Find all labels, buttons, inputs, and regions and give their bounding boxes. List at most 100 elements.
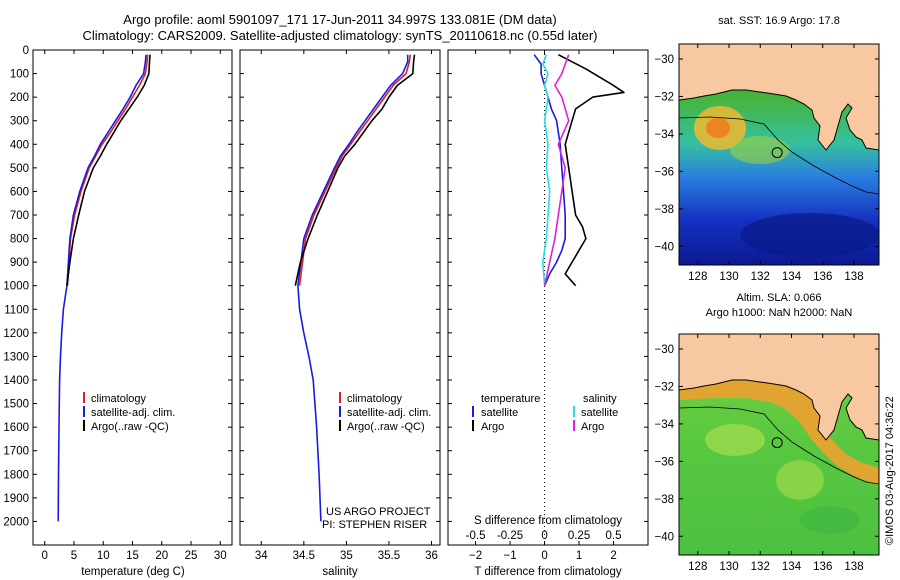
y-tick-label: 800 [10,234,29,246]
sst-map-axes: 128 130 132 134 136 138 −30 −32 −34 −36 −38 −40 [654,44,879,283]
series-climatology [66,54,149,286]
legend-label-argo: Argo(..raw -QC) [91,421,169,433]
lon-tick-label: 134 [782,271,802,283]
difference-legend: temperature satellite Argo salinity sate… [472,393,618,433]
series-salinity-argo [543,54,570,286]
sst-map-title: sat. SST: 16.9 Argo: 17.8 [718,15,840,27]
s-tick-label: -0.5 [466,530,486,542]
legend-group-title-salinity: salinity [583,393,617,405]
y-tick-label: 0 [23,45,29,57]
sla-shelf-contour [679,406,879,485]
x-tick-label: 15 [126,550,139,562]
lat-tick-label: −38 [654,494,674,506]
y-tick-label: 1700 [3,446,29,458]
s-tick-label: 0.5 [606,530,622,542]
legend-label-climatology: climatology [91,393,147,405]
lat-tick-label: −30 [654,54,674,66]
copyright-caption: ©IMOS 03-Aug-2017 04:36:22 [884,396,896,545]
salinity-panel-frame [239,49,441,546]
temperature-xlabel: temperature (deg C) [81,566,185,578]
y-tick-label: 500 [10,163,29,175]
x-tick-label: 25 [185,550,198,562]
lon-tick-label: 136 [813,561,832,573]
series-temperature-satellite [533,54,567,287]
y-tick-label: 700 [10,210,29,222]
y-tick-label: 1500 [3,399,29,411]
sla-map-title-1: Altim. SLA: 0.066 [737,292,822,304]
difference-panel-frame [447,49,649,546]
series-satellite-adj-clim [57,54,147,522]
lon-tick-label: 128 [688,271,707,283]
lon-tick-label: 134 [782,561,802,573]
y-tick-label: 300 [10,116,29,128]
x-tick-label: 0 [541,550,547,562]
lon-tick-label: 138 [844,271,863,283]
lat-tick-label: −34 [654,419,674,431]
x-tick-label: 34 [255,550,268,562]
y-tick-label: 2000 [3,516,29,528]
sst-map [679,44,879,265]
y-tick-label: 1600 [3,422,29,434]
lat-tick-label: −36 [654,166,674,178]
float-position-marker [771,147,783,159]
series-salinity-satellite [541,54,551,286]
sla-patch-3 [800,506,860,534]
lat-tick-label: −40 [654,531,674,543]
y-tick-label: 400 [10,139,29,151]
x-tick-label: 2 [610,550,616,562]
lon-tick-label: 132 [751,271,770,283]
sla-map [679,334,879,555]
legend-label-sal-argo: Argo [581,421,604,433]
x-tick-label: 0 [42,550,48,562]
sst-land [679,44,879,151]
title-line-1: Argo profile: aoml 5901097_171 17-Jun-20… [123,12,556,27]
legend-label-argo: Argo(..raw -QC) [347,421,425,433]
legend-label-satellite: satellite-adj. clim. [347,407,431,419]
lon-tick-label: 136 [813,271,832,283]
float-position-marker [771,437,783,449]
x-tick-label: 35.5 [378,550,400,562]
y-tick-label: 1200 [3,328,29,340]
x-tick-label: 5 [71,550,77,562]
x-tick-label: −2 [469,550,482,562]
series-temperature-argo [557,53,625,287]
x-tick-label: 10 [97,550,110,562]
lat-tick-label: −30 [654,344,674,356]
legend-label-sal-satellite: satellite [581,407,618,419]
lat-tick-label: −34 [654,129,674,141]
x-tick-label: 20 [155,550,168,562]
lon-tick-label: 138 [844,561,863,573]
y-tick-label: 1100 [4,304,29,316]
difference-profile-chart: −2 −1 0 1 2 -0.5 -0.25 0 0.25 0.5 [448,49,648,562]
legend-label-temp-satellite: satellite [481,407,518,419]
title-line-2: Climatology: CARS2009. Satellite-adjuste… [83,28,598,43]
sst-map-frame [678,43,880,266]
sla-map-frame [678,333,880,556]
s-tick-label: 0 [541,530,547,542]
sla-coastal-band [679,370,879,485]
x-tick-label: 1 [576,550,582,562]
sst-shelf-contour [679,116,879,195]
legend-label-satellite: satellite-adj. clim. [91,407,175,419]
y-tick-label: 100 [10,69,29,81]
lat-tick-label: −36 [654,456,674,468]
y-tick-label: 1300 [3,351,29,363]
y-tick-label: 600 [10,186,29,198]
sla-map-axes: 128 130 132 134 136 138 −30 −32 −34 −36 −38 −40 [654,334,879,573]
difference-s-xlabel: S difference from climatology [474,515,622,527]
sla-patch-1 [705,424,765,456]
series-climatology [298,54,411,286]
lon-tick-label: 132 [751,561,770,573]
lat-tick-label: −32 [654,91,674,103]
lat-tick-label: −32 [654,381,674,393]
y-tick-label: 1000 [3,281,29,293]
sst-warm-patch-core [706,118,730,138]
sla-patch-2 [776,460,824,500]
temperature-profile-chart: 0100200300400500600700800900100011001200… [3,45,232,562]
series-satellite-adj-clim [297,54,409,522]
x-tick-label: 36 [425,550,438,562]
difference-t-xlabel: T difference from climatology [474,566,621,578]
sla-land [679,334,879,441]
series-argo-raw-qc [66,54,151,286]
